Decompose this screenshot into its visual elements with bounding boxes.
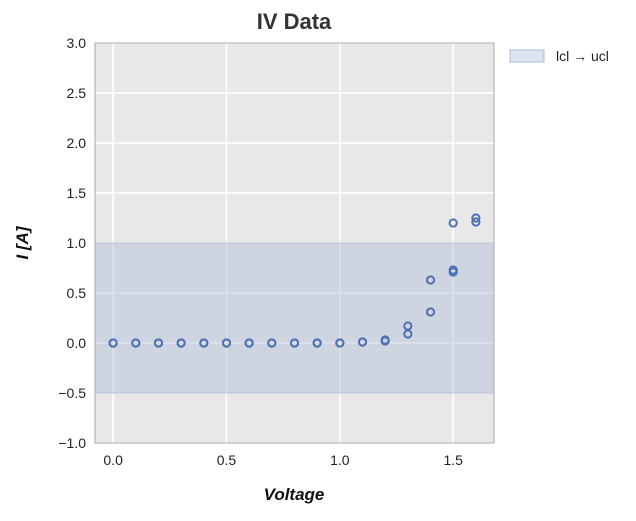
y-tick-label: 2.5	[67, 85, 87, 101]
y-tick-label: 1.0	[67, 235, 87, 251]
data-point	[471, 213, 481, 223]
data-point	[267, 338, 277, 348]
x-tick-label: 1.5	[443, 452, 463, 468]
y-tick-label: 1.5	[67, 185, 87, 201]
plot-frame	[94, 42, 495, 444]
x-tick-label: 0.0	[103, 452, 123, 468]
data-point	[403, 321, 413, 331]
legend: lcl → ucl	[509, 48, 609, 64]
legend-swatch-band	[509, 49, 545, 63]
x-tick-labels: 0.0 0.5 1.0 1.5	[103, 452, 463, 468]
data-point	[380, 335, 390, 345]
y-tick-label: −1.0	[58, 435, 86, 451]
y-axis-label: I [A]	[13, 225, 32, 259]
data-point	[357, 337, 368, 347]
data-point	[131, 338, 141, 348]
data-point	[335, 338, 345, 348]
data-point	[471, 217, 481, 227]
data-point	[425, 307, 436, 317]
x-tick-label: 0.5	[217, 452, 237, 468]
y-tick-labels: −1.0 −0.5 0.0 0.5 1.0 1.5 2.0 2.5 3.0	[58, 35, 86, 451]
data-point	[289, 338, 300, 348]
y-tick-label: 0.0	[67, 335, 87, 351]
data-point	[176, 338, 186, 348]
data-point	[221, 338, 232, 348]
x-axis-label: Voltage	[264, 485, 325, 504]
y-tick-label: 3.0	[67, 35, 87, 51]
data-point	[425, 275, 436, 285]
data-point	[244, 338, 254, 348]
data-point	[312, 338, 322, 348]
y-tick-label: 2.0	[67, 135, 87, 151]
data-points	[108, 213, 481, 348]
chart-title: IV Data	[257, 9, 332, 34]
legend-label-band: lcl → ucl	[556, 48, 609, 64]
data-point	[199, 338, 209, 348]
lcl-ucl-band	[94, 242, 495, 394]
data-point	[448, 218, 458, 228]
data-point	[108, 338, 118, 348]
data-point	[153, 338, 164, 348]
y-tick-label: −0.5	[58, 385, 86, 401]
y-tick-label: 0.5	[67, 285, 87, 301]
data-point	[448, 265, 458, 275]
x-tick-label: 1.0	[330, 452, 350, 468]
